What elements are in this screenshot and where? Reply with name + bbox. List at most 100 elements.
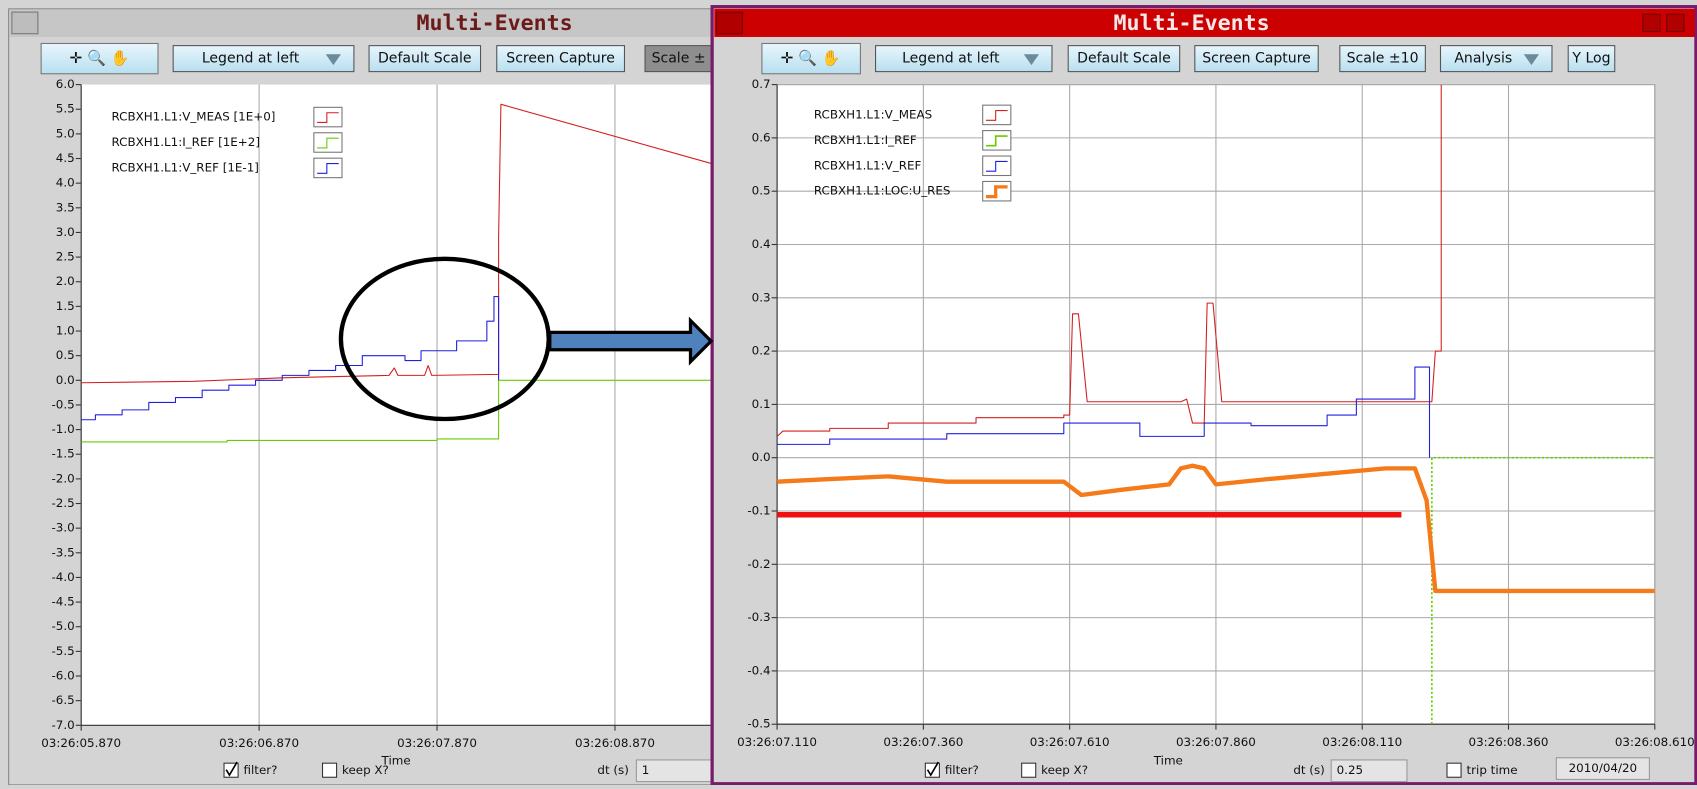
y-tick-label: 0.7	[752, 77, 771, 91]
y-tick-label: 3.0	[56, 225, 75, 239]
dt-value: 1	[642, 763, 650, 777]
checkbox[interactable]	[1021, 762, 1037, 778]
y-tick-label: -5.5	[51, 644, 74, 658]
x-tick-label: 03:26:08.610	[1615, 735, 1695, 749]
toolbar-button[interactable]	[172, 45, 355, 73]
checkbox[interactable]	[1446, 762, 1462, 778]
plot-area	[81, 84, 712, 726]
legend-line	[317, 112, 339, 124]
legend-line	[317, 137, 339, 149]
checkmark	[926, 761, 940, 777]
dt-value: 0.25	[1337, 763, 1363, 777]
x-tick-label: 03:26:05.870	[41, 736, 121, 750]
right-window: Multi-Events ✛ 🔍 ✋ Legend at left Default…	[710, 5, 1697, 786]
y-tick-label: -3.0	[51, 521, 74, 535]
y-tick-label: 0.0	[752, 450, 771, 464]
x-tick-label: 03:26:08.110	[1322, 735, 1402, 749]
y-tick-label: -0.5	[747, 717, 770, 731]
series-line	[81, 379, 712, 443]
date-field	[1555, 757, 1650, 780]
y-tick-label: 5.0	[56, 126, 75, 140]
y-tick-label: -0.1	[747, 504, 770, 518]
dt-label: dt (s)	[597, 763, 628, 777]
toolbar-button[interactable]	[1567, 45, 1616, 73]
checkbox-label: keep X?	[342, 763, 389, 777]
series-line	[777, 463, 1655, 594]
dt-input[interactable]	[1330, 759, 1408, 783]
legend-line	[317, 163, 339, 174]
checkbox[interactable]	[321, 762, 338, 778]
y-tick-label: 0.0	[56, 373, 75, 387]
legend-label: RCBXH1.L1:I_REF [1E+2]	[111, 135, 260, 149]
y-tick-label: 0.3	[752, 290, 771, 304]
legend-line	[985, 185, 1008, 199]
y-tick-label: 2.0	[56, 274, 75, 288]
window-title: Multi-Events	[1113, 11, 1269, 36]
legend-swatch	[982, 130, 1012, 151]
button-label: Legend at left	[902, 51, 1000, 67]
y-tick-label: 4.0	[56, 176, 75, 190]
x-tick-label: 03:26:07.610	[1030, 735, 1110, 749]
y-tick-label: 6.0	[56, 77, 75, 91]
checkmark	[225, 761, 238, 777]
legend-swatch	[982, 155, 1012, 177]
tool-icons[interactable]	[761, 42, 861, 75]
toolbar-button[interactable]	[1439, 45, 1553, 73]
legend-label: RCBXH1.L1:V_REF	[814, 158, 922, 172]
y-tick-label: -6.0	[51, 669, 74, 683]
toolbar-button[interactable]	[1067, 45, 1181, 73]
y-tick-label: 0.2	[752, 344, 771, 358]
y-tick-label: 0.5	[752, 184, 771, 198]
toolbar-button[interactable]	[496, 45, 626, 73]
y-tick-label: -4.5	[51, 595, 74, 609]
y-tick-label: -0.5	[51, 397, 74, 411]
series-line	[81, 103, 712, 384]
legend-line	[985, 135, 1008, 147]
series-line	[81, 295, 500, 421]
tool-icons[interactable]	[40, 42, 159, 75]
window-title: Multi-Events	[416, 11, 572, 36]
legend-label: RCBXH1.L1:I_REF	[814, 133, 917, 147]
y-tick-label: -2.0	[51, 471, 74, 485]
window-menu[interactable]	[715, 11, 743, 35]
plot	[777, 84, 1655, 725]
y-tick-label: 0.1	[752, 397, 771, 411]
series-line	[777, 366, 1431, 458]
y-tick-label: 1.0	[56, 324, 75, 338]
tool-icons-glyphs: ✛ 🔍 ✋	[70, 48, 130, 67]
y-tick-label: 2.5	[56, 250, 75, 264]
legend-swatch	[313, 157, 343, 179]
x-tick-label: 03:26:08.360	[1469, 735, 1549, 749]
legend-line	[985, 110, 1008, 121]
legend-label: RCBXH1.L1:V_REF [1E-1]	[111, 160, 258, 174]
checkbox-label: filter?	[945, 763, 979, 777]
button-label: Legend at left	[202, 51, 300, 67]
y-tick-label: -4.0	[51, 570, 74, 584]
legend-swatch	[313, 106, 343, 128]
checkbox-label: trip time	[1466, 763, 1517, 777]
toolbar-button[interactable]	[1194, 45, 1319, 73]
y-tick-label: -0.4	[747, 663, 770, 677]
legend-swatch	[982, 104, 1012, 126]
y-tick-label: -1.5	[51, 447, 74, 461]
y-tick-label: 0.4	[752, 237, 771, 251]
series-line	[777, 84, 1442, 437]
y-tick-label: -6.5	[51, 693, 74, 707]
toolbar-button[interactable]	[875, 45, 1053, 73]
dt-label: dt (s)	[1293, 763, 1324, 777]
button-label: Y Log	[1571, 51, 1610, 67]
annotation	[338, 256, 714, 422]
x-tick-label: 03:26:07.360	[883, 735, 963, 749]
button-label: Default Scale	[378, 51, 472, 67]
x-tick-label: 03:26:06.870	[219, 736, 299, 750]
window-menu[interactable]	[11, 11, 39, 35]
legend-line	[985, 160, 1008, 172]
y-tick-label: -1.0	[51, 422, 74, 436]
right-chart: 0.7 0.6 0.5 0.4 0.3 0.2 0.1 0.0 -0.1 -0.2 -0.3 -0.4…	[737, 77, 1695, 767]
maximize-button[interactable]	[1666, 13, 1685, 33]
toolbar-button[interactable]	[1339, 45, 1426, 73]
toolbar-button[interactable]	[368, 45, 482, 73]
minimize-button[interactable]	[1642, 13, 1661, 33]
y-tick-label: -7.0	[51, 718, 74, 732]
